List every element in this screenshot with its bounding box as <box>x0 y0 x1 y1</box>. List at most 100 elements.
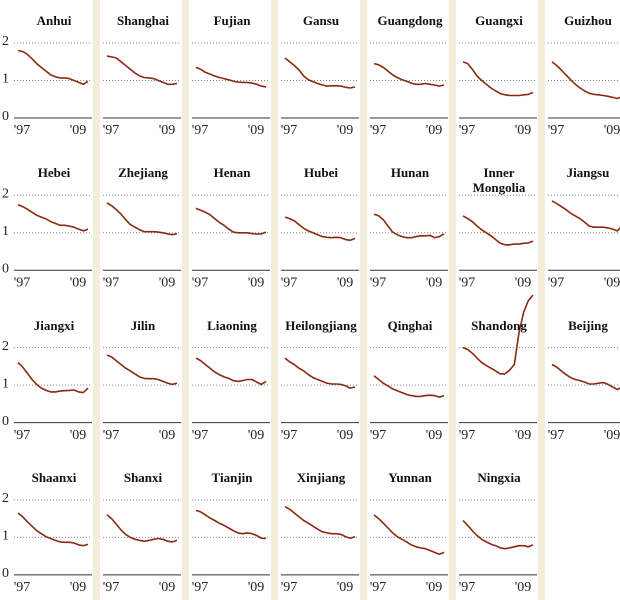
y-tick-label: 2 <box>2 491 9 506</box>
panel-title: Hunan <box>390 165 430 181</box>
x-tick-label: '09 <box>248 580 265 595</box>
x-tick-label: '97 <box>370 123 387 138</box>
y-tick-label: 2 <box>2 34 9 49</box>
x-tick-label: '97 <box>14 276 31 291</box>
x-tick-label: '09 <box>159 123 176 138</box>
x-tick-label: '97 <box>192 276 209 291</box>
series-line <box>106 55 178 86</box>
y-tick-label: 0 <box>2 109 9 124</box>
series-line <box>17 362 89 394</box>
x-tick-label: '97 <box>281 428 298 443</box>
column-separator <box>449 0 456 600</box>
panel-title: Guangxi <box>475 13 523 28</box>
x-tick-label: '09 <box>159 428 176 443</box>
series-line <box>17 512 89 547</box>
series-line <box>17 49 89 86</box>
x-tick-label: '09 <box>515 276 532 291</box>
x-tick-label: '97 <box>459 123 476 138</box>
x-tick-label: '09 <box>426 428 443 443</box>
x-tick-label: '97 <box>370 276 387 291</box>
x-tick-label: '09 <box>515 123 532 138</box>
x-tick-label: '09 <box>337 580 354 595</box>
panel-title: Tianjin <box>211 469 253 485</box>
panel-title: Shanxi <box>123 469 163 485</box>
y-tick-label: 2 <box>2 339 9 354</box>
series-line <box>106 354 178 386</box>
x-tick-label: '97 <box>103 580 120 595</box>
x-tick-label: '09 <box>426 580 443 595</box>
panel-title: Guangdong <box>377 13 443 28</box>
x-tick-label: '09 <box>604 123 620 138</box>
panel-title: Yunnan <box>388 469 432 485</box>
series-line <box>551 200 620 232</box>
x-tick-label: '97 <box>192 428 209 443</box>
x-tick-label: '97 <box>192 123 209 138</box>
series-line <box>195 207 267 235</box>
x-tick-label: '97 <box>281 580 298 595</box>
panel-title: Shanghai <box>116 13 170 28</box>
series-line <box>195 509 267 540</box>
x-tick-label: '09 <box>604 276 620 291</box>
x-tick-label: '09 <box>248 276 265 291</box>
series-line <box>462 61 534 97</box>
x-tick-label: '97 <box>103 123 120 138</box>
panel-title: Shandong <box>471 317 527 333</box>
panel-title: Hebei <box>37 165 71 181</box>
series-line <box>106 514 178 543</box>
series-line <box>106 202 178 236</box>
column-separator <box>93 0 100 600</box>
x-tick-label: '97 <box>548 276 565 291</box>
x-tick-label: '97 <box>103 276 120 291</box>
column-separator <box>538 0 545 600</box>
x-tick-label: '09 <box>426 123 443 138</box>
x-tick-label: '97 <box>103 428 120 443</box>
series-line <box>551 61 620 100</box>
y-tick-label: 1 <box>2 72 9 87</box>
series-line <box>462 215 534 246</box>
series-line <box>462 294 534 375</box>
x-tick-label: '97 <box>370 580 387 595</box>
series-line <box>284 505 356 539</box>
y-tick-label: 0 <box>2 262 9 277</box>
series-line <box>373 62 445 87</box>
series-line <box>551 363 620 391</box>
series-line <box>373 375 445 398</box>
x-tick-label: '09 <box>70 276 87 291</box>
panel-title: Anhui <box>36 13 72 28</box>
panel-title: Liaoning <box>207 317 257 333</box>
x-tick-label: '09 <box>248 123 265 138</box>
panel-title: Guizhou <box>564 13 612 28</box>
panel-title: Zhejiang <box>118 165 168 181</box>
x-tick-label: '09 <box>70 428 87 443</box>
panel-title: Inner Mongolia <box>472 165 526 196</box>
x-tick-label: '97 <box>370 428 387 443</box>
y-tick-label: 1 <box>2 376 9 391</box>
x-tick-label: '97 <box>14 123 31 138</box>
series-line <box>284 57 356 89</box>
panel-title: Jilin <box>130 317 156 333</box>
x-tick-label: '97 <box>548 123 565 138</box>
panel-title: Ningxia <box>477 469 521 485</box>
x-tick-label: '09 <box>337 276 354 291</box>
x-tick-label: '97 <box>548 428 565 443</box>
column-separator <box>271 0 278 600</box>
x-tick-label: '97 <box>281 123 298 138</box>
panel-title: Henan <box>213 165 251 181</box>
x-tick-label: '09 <box>604 428 620 443</box>
y-tick-label: 1 <box>2 529 9 544</box>
x-tick-label: '09 <box>70 580 87 595</box>
x-tick-label: '97 <box>14 580 31 595</box>
series-line <box>17 203 89 232</box>
series-line <box>195 357 267 386</box>
panel-title: Qinghai <box>387 317 433 333</box>
x-tick-label: '09 <box>337 123 354 138</box>
x-tick-label: '97 <box>192 580 209 595</box>
x-tick-label: '09 <box>159 580 176 595</box>
y-tick-label: 0 <box>2 414 9 429</box>
x-tick-label: '97 <box>459 428 476 443</box>
panel-title: Gansu <box>302 13 340 28</box>
series-line <box>284 216 356 242</box>
y-tick-label: 2 <box>2 187 9 202</box>
